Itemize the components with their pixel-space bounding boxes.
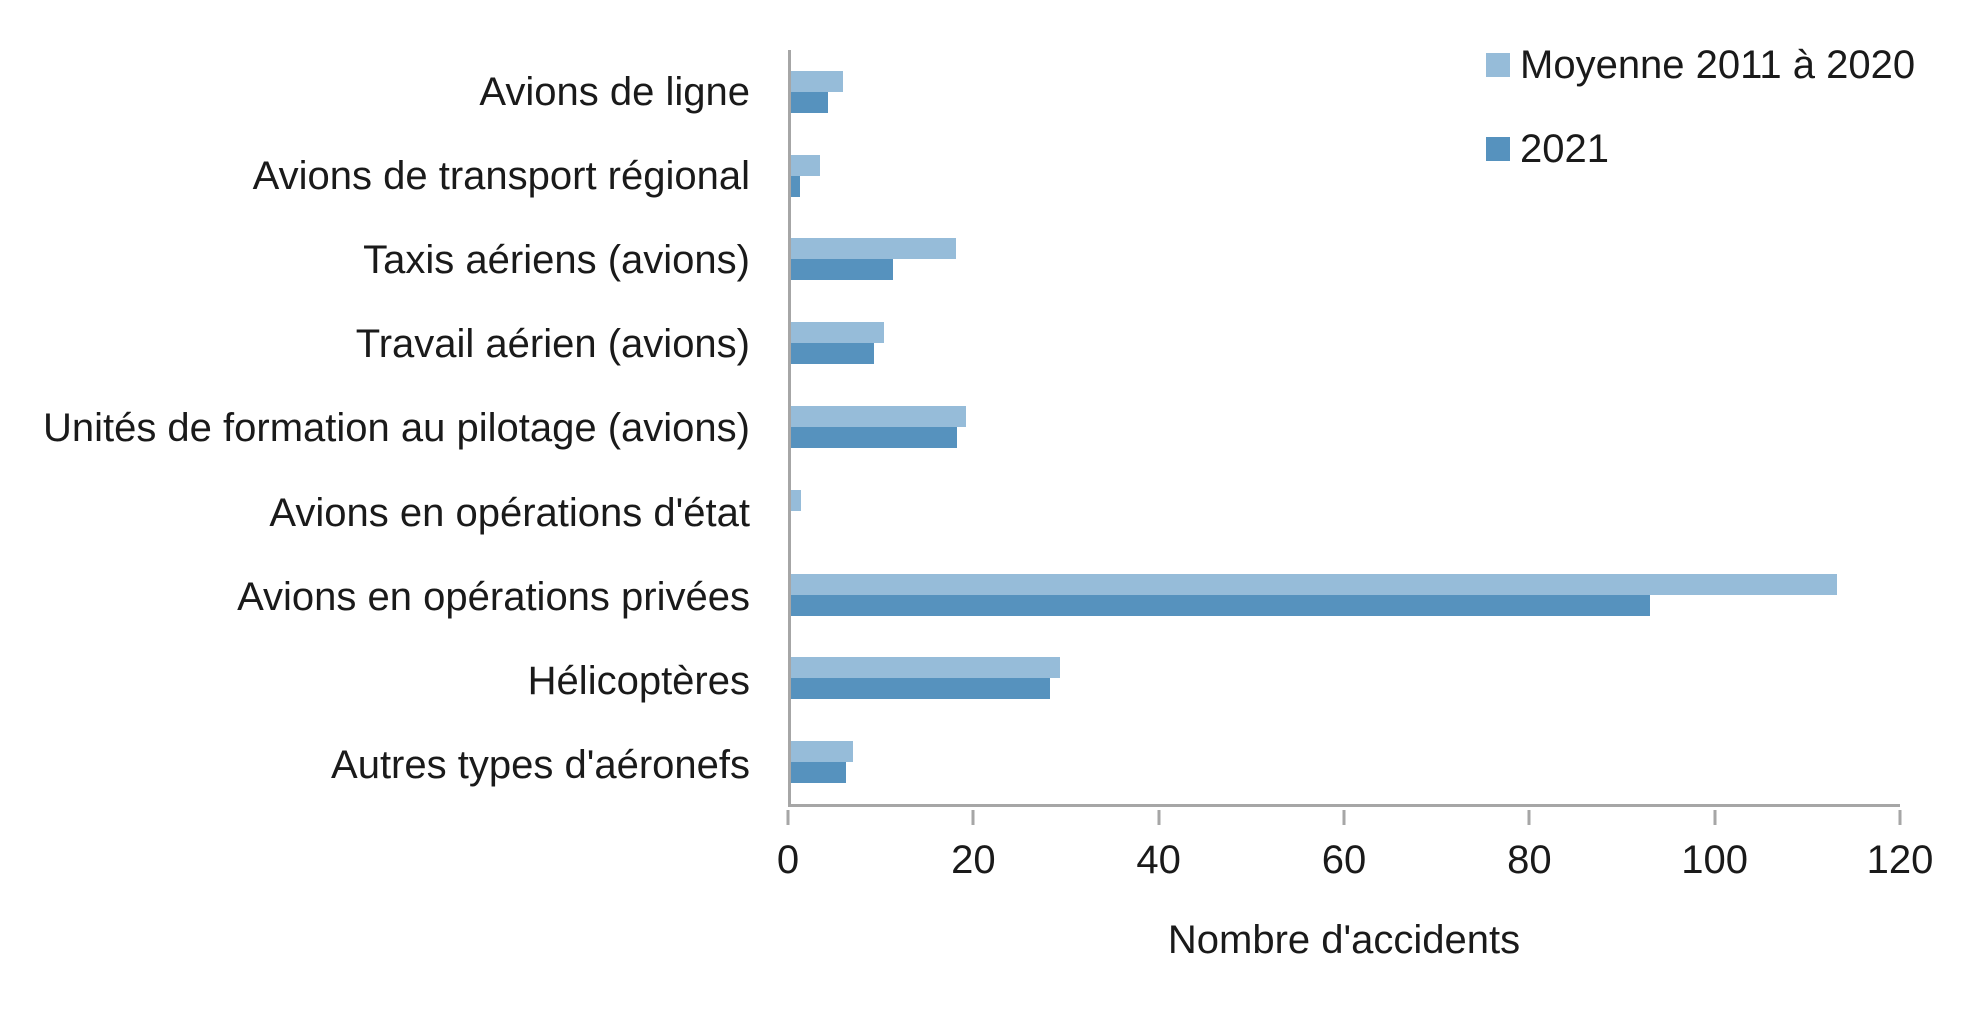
category-label: Avions de transport régional — [252, 154, 750, 199]
x-tick-mark — [1713, 810, 1717, 825]
bar-rows — [791, 50, 1900, 804]
x-tick-label: 40 — [1136, 838, 1181, 882]
x-tick-label: 100 — [1681, 838, 1749, 882]
legend-entry-moyenne: Moyenne 2011 à 2020 — [1486, 38, 1915, 92]
x-tick-label: 80 — [1507, 838, 1552, 882]
category-label: Hélicoptères — [527, 658, 750, 703]
bar-2021 — [791, 91, 828, 113]
category-label: Avions de ligne — [479, 70, 750, 115]
bar-moyenne-2011-2020 — [791, 741, 853, 763]
bar-group — [791, 134, 1900, 218]
bar-group — [791, 301, 1900, 385]
x-axis-ticks: 0 20 40 60 80 100 120 — [777, 810, 1933, 900]
bar-group — [791, 720, 1900, 804]
legend-entry-2021: 2021 — [1486, 122, 1915, 176]
x-axis-title: Nombre d'accidents — [1167, 918, 1521, 962]
bar-2021 — [791, 259, 893, 281]
bar-moyenne-2011-2020 — [791, 406, 966, 428]
category-label: Avions en opérations d'état — [269, 490, 750, 535]
category-label: Avions en opérations privées — [237, 574, 750, 619]
x-tick-label: 60 — [1321, 838, 1367, 882]
x-tick-mark — [786, 810, 790, 825]
bar-2021 — [791, 343, 875, 365]
x-tick-label: 20 — [951, 838, 996, 882]
bar-group — [791, 469, 1900, 553]
bar-2021 — [791, 594, 1651, 616]
bar-group — [791, 636, 1900, 720]
legend-label-moyenne: Moyenne 2011 à 2020 — [1520, 42, 1916, 87]
x-tick-mark — [971, 810, 975, 825]
bar-2021 — [791, 427, 958, 449]
bar-2021 — [791, 175, 801, 197]
plot-area — [788, 50, 1900, 807]
chart-legend: Moyenne 2011 à 2020 2021 — [1486, 38, 1915, 206]
bar-group — [791, 50, 1900, 134]
legend-label-2021: 2021 — [1520, 126, 1609, 171]
x-tick-mark — [1157, 810, 1161, 825]
bar-2021 — [791, 678, 1050, 700]
category-label: Taxis aériens (avions) — [363, 238, 750, 283]
bar-moyenne-2011-2020 — [791, 322, 885, 344]
x-tick-mark — [1898, 810, 1902, 825]
bar-moyenne-2011-2020 — [791, 573, 1838, 595]
bar-2021 — [791, 762, 847, 784]
bar-moyenne-2011-2020 — [791, 489, 802, 511]
category-label: Travail aérien (avions) — [355, 322, 750, 367]
bar-group — [791, 385, 1900, 469]
category-label: Unités de formation au pilotage (avions) — [42, 406, 750, 451]
legend-swatch-moyenne — [1486, 53, 1510, 77]
bar-moyenne-2011-2020 — [791, 154, 820, 176]
bar-moyenne-2011-2020 — [791, 657, 1060, 679]
bar-moyenne-2011-2020 — [791, 238, 956, 260]
bar-moyenne-2011-2020 — [791, 70, 843, 92]
category-label: Autres types d'aéronefs — [331, 742, 750, 787]
x-tick-label: 0 — [776, 838, 800, 882]
x-tick-mark — [1527, 810, 1531, 825]
category-axis: Avions de ligne Avions de transport régio… — [0, 50, 770, 807]
legend-swatch-2021 — [1486, 137, 1510, 161]
x-tick-label: 120 — [1866, 838, 1934, 882]
x-tick-mark — [1342, 810, 1346, 825]
bar-group — [791, 218, 1900, 302]
bar-group — [791, 553, 1900, 637]
